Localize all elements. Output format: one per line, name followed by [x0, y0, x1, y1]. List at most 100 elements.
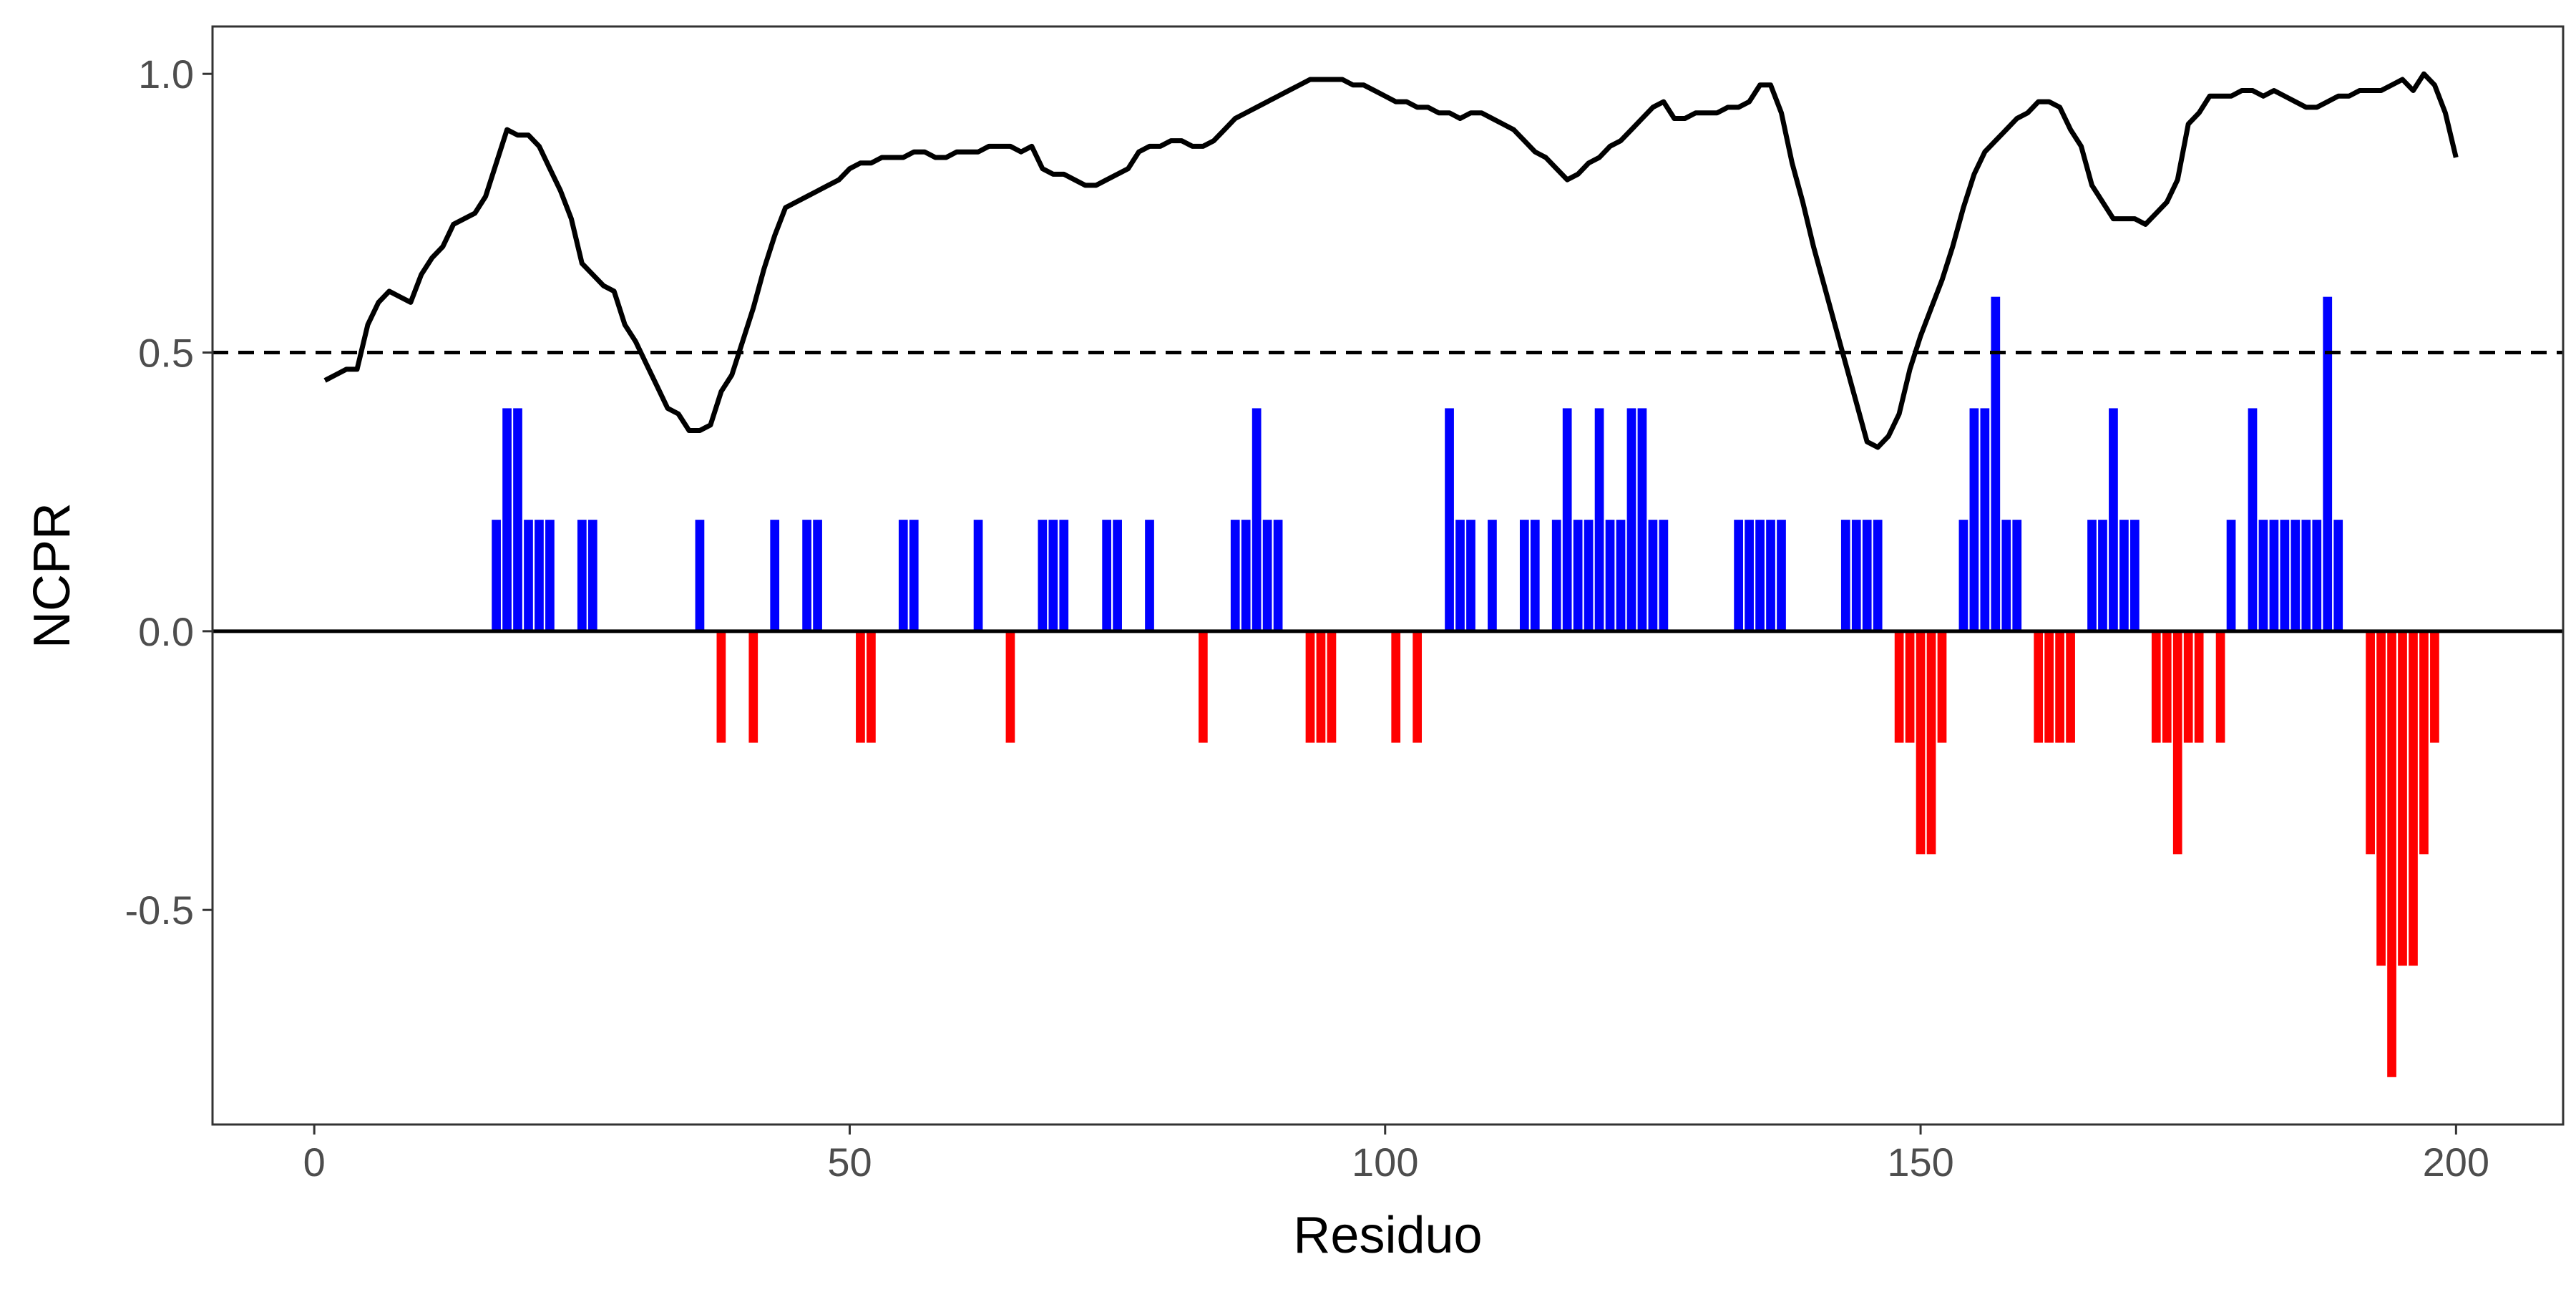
bar-107 — [1455, 520, 1465, 631]
bar-135 — [1755, 520, 1765, 631]
bar-62 — [973, 520, 983, 631]
x-tick-label-0: 0 — [303, 1140, 326, 1185]
bar-114 — [1530, 520, 1540, 631]
bar-189 — [2333, 520, 2343, 631]
y-tick-label-1: 1.0 — [138, 52, 194, 97]
bar-116 — [1551, 520, 1561, 631]
x-tick-label-50: 50 — [827, 1140, 872, 1185]
bar-175 — [2183, 631, 2193, 743]
bar-22 — [545, 520, 555, 631]
bar-87 — [1241, 520, 1251, 631]
bar-186 — [2301, 520, 2311, 631]
bar-174 — [2172, 631, 2182, 855]
bar-21 — [535, 520, 544, 631]
bar-52 — [867, 631, 876, 743]
bar-158 — [2001, 520, 2011, 631]
bar-155 — [1969, 408, 1979, 631]
x-tick-label-150: 150 — [1887, 1140, 1953, 1185]
bar-86 — [1230, 520, 1240, 631]
line-layer — [323, 71, 2459, 450]
bar-126 — [1659, 520, 1669, 631]
bar-150 — [1916, 631, 1926, 855]
y-tick-label-0: 0.0 — [138, 609, 194, 654]
x-tick-label-100: 100 — [1352, 1140, 1418, 1185]
bar-26 — [587, 520, 597, 631]
bar-178 — [2215, 631, 2225, 743]
bar-185 — [2290, 520, 2301, 631]
bar-18 — [502, 408, 512, 631]
bar-151 — [1926, 631, 1936, 855]
bar-20 — [524, 520, 533, 631]
bar-176 — [2194, 631, 2204, 743]
bar-90 — [1273, 520, 1283, 631]
bar-117 — [1562, 408, 1572, 631]
bar-121 — [1605, 520, 1615, 631]
bar-122 — [1616, 520, 1626, 631]
bar-25 — [577, 520, 587, 631]
bar-83 — [1198, 631, 1208, 743]
bar-46 — [802, 520, 811, 631]
y-tick-label--0.5: -0.5 — [125, 888, 195, 933]
bar-167 — [2098, 520, 2107, 631]
bar-182 — [2258, 520, 2268, 631]
bar-196 — [2409, 631, 2418, 966]
bar-94 — [1316, 631, 1326, 743]
bar-56 — [909, 520, 919, 631]
bar-88 — [1252, 408, 1262, 631]
reference-lines — [213, 351, 2563, 633]
bar-159 — [2012, 520, 2022, 631]
bar-194 — [2387, 631, 2396, 1077]
bar-106 — [1445, 408, 1454, 631]
bar-41 — [748, 631, 758, 743]
bar-181 — [2248, 408, 2258, 631]
bar-157 — [1991, 296, 2001, 631]
bar-125 — [1648, 520, 1658, 631]
bar-137 — [1777, 520, 1786, 631]
bar-162 — [2044, 631, 2054, 743]
bar-152 — [1937, 631, 1947, 743]
bar-172 — [2151, 631, 2161, 743]
bar-133 — [1734, 520, 1743, 631]
y-tick-label-0.5: 0.5 — [138, 331, 194, 376]
bar-154 — [1958, 520, 1968, 631]
bar-145 — [1862, 520, 1872, 631]
bar-187 — [2312, 520, 2322, 631]
bar-75 — [1113, 520, 1122, 631]
x-tick-label-200: 200 — [2423, 1140, 2489, 1185]
bar-19 — [513, 408, 522, 631]
bar-197 — [2419, 631, 2429, 855]
y-axis-title: NCPR — [24, 502, 81, 649]
panel-border — [211, 25, 2565, 1126]
bar-188 — [2323, 296, 2333, 631]
bar-192 — [2366, 631, 2375, 855]
bar-143 — [1840, 520, 1850, 631]
bar-119 — [1584, 520, 1594, 631]
bar-68 — [1038, 520, 1048, 631]
bar-184 — [2280, 520, 2290, 631]
bar-166 — [2087, 520, 2097, 631]
bar-110 — [1488, 520, 1497, 631]
bar-70 — [1059, 520, 1069, 631]
bar-193 — [2376, 631, 2386, 966]
bar-78 — [1145, 520, 1154, 631]
bar-170 — [2130, 520, 2140, 631]
bar-36 — [695, 520, 705, 631]
bar-93 — [1305, 631, 1315, 743]
bars-layer — [492, 296, 2439, 1077]
bar-65 — [1005, 631, 1015, 743]
bar-51 — [856, 631, 865, 743]
bar-134 — [1745, 520, 1754, 631]
x-axis-title: Residuo — [1293, 1207, 1482, 1264]
bar-163 — [2055, 631, 2064, 743]
bar-136 — [1766, 520, 1775, 631]
x-axis: 0 50 100 150 200 — [303, 1125, 2489, 1185]
bar-74 — [1102, 520, 1112, 631]
bar-149 — [1905, 631, 1915, 743]
bar-118 — [1573, 520, 1583, 631]
bar-164 — [2066, 631, 2075, 743]
bar-120 — [1594, 408, 1604, 631]
bar-161 — [2034, 631, 2044, 743]
